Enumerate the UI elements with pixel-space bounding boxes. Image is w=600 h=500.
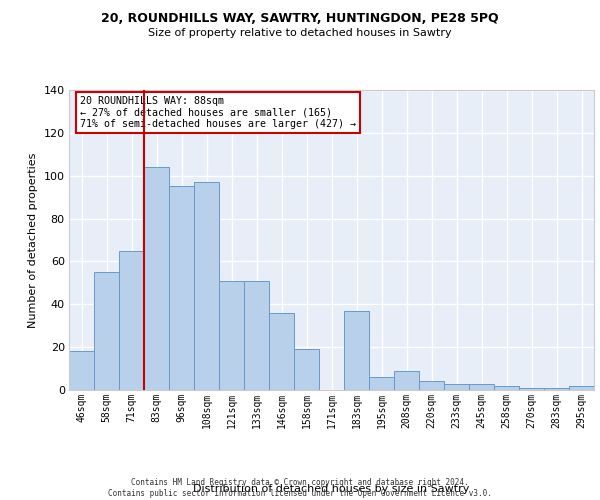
Bar — [569, 386, 594, 390]
Bar — [294, 350, 319, 390]
Bar — [419, 382, 444, 390]
Bar — [119, 250, 144, 390]
Bar — [144, 167, 169, 390]
Text: Contains HM Land Registry data © Crown copyright and database right 2024.
Contai: Contains HM Land Registry data © Crown c… — [108, 478, 492, 498]
Bar — [469, 384, 494, 390]
Bar — [444, 384, 469, 390]
Bar — [269, 313, 294, 390]
Bar — [494, 386, 519, 390]
Bar — [169, 186, 194, 390]
Text: 20 ROUNDHILLS WAY: 88sqm
← 27% of detached houses are smaller (165)
71% of semi-: 20 ROUNDHILLS WAY: 88sqm ← 27% of detach… — [79, 96, 355, 129]
Text: 20, ROUNDHILLS WAY, SAWTRY, HUNTINGDON, PE28 5PQ: 20, ROUNDHILLS WAY, SAWTRY, HUNTINGDON, … — [101, 12, 499, 26]
Text: Size of property relative to detached houses in Sawtry: Size of property relative to detached ho… — [148, 28, 452, 38]
Bar — [519, 388, 544, 390]
Bar — [244, 280, 269, 390]
Bar — [69, 352, 94, 390]
Bar — [344, 310, 369, 390]
Bar — [219, 280, 244, 390]
Bar — [94, 272, 119, 390]
Bar — [369, 377, 394, 390]
Bar — [394, 370, 419, 390]
X-axis label: Distribution of detached houses by size in Sawtry: Distribution of detached houses by size … — [193, 484, 470, 494]
Bar — [544, 388, 569, 390]
Bar — [194, 182, 219, 390]
Y-axis label: Number of detached properties: Number of detached properties — [28, 152, 38, 328]
